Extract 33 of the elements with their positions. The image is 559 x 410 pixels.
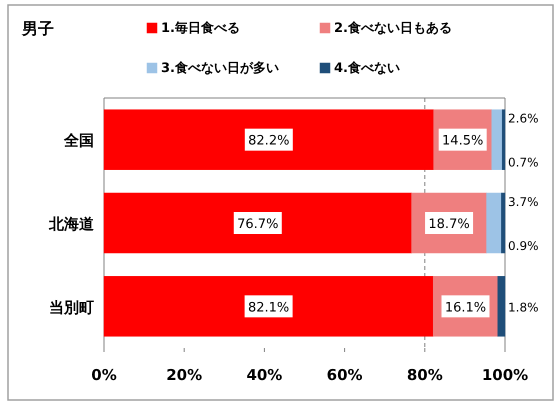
bar <box>498 276 506 337</box>
data-label: 1.8% <box>508 300 538 314</box>
legend-label: 3.食べない日が多い <box>161 61 279 76</box>
bar <box>104 109 434 170</box>
y-tick-label: 全国 <box>63 132 94 150</box>
bar <box>104 192 412 254</box>
chart-title: 男子 <box>21 19 54 38</box>
x-tick-label: 80% <box>406 366 443 384</box>
bar <box>502 109 506 170</box>
bar <box>104 276 434 337</box>
x-tick-label: 20% <box>166 366 202 384</box>
bar <box>486 192 502 254</box>
data-label: 76.7% <box>237 217 278 232</box>
y-tick-label: 北海道 <box>48 215 95 233</box>
legend-label: 1.毎日食べる <box>161 21 240 36</box>
data-label: 14.5% <box>442 134 484 149</box>
x-tick-label: 40% <box>246 366 282 384</box>
data-label: 3.7% <box>508 195 538 209</box>
data-label: 16.1% <box>444 300 486 316</box>
bar <box>492 109 502 170</box>
data-label: 0.9% <box>508 239 538 253</box>
x-tick-label: 0% <box>91 366 117 384</box>
data-label: 0.7% <box>508 156 538 170</box>
data-label: 82.2% <box>248 134 290 149</box>
bar <box>501 192 506 254</box>
x-tick-label: 100% <box>482 366 528 384</box>
x-tick-label: 60% <box>326 366 363 384</box>
data-label: 18.7% <box>428 217 470 232</box>
y-tick-label: 当別町 <box>49 298 94 316</box>
legend-label: 4.食べない <box>334 61 400 76</box>
legend-label: 2.食べない日もある <box>334 21 452 36</box>
data-label: 2.6% <box>508 112 538 126</box>
data-label: 82.1% <box>248 300 290 316</box>
